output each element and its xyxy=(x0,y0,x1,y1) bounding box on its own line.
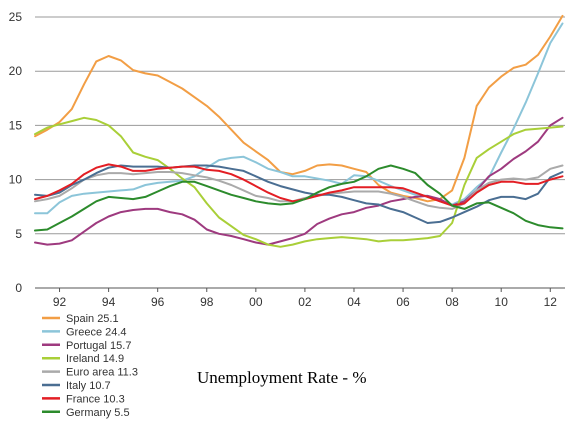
series-line xyxy=(34,164,564,232)
x-tick-label: 02 xyxy=(298,295,312,309)
y-tick-label: 0 xyxy=(15,281,22,295)
x-tick-label: 00 xyxy=(249,295,263,309)
legend-label: France 10.3 xyxy=(66,393,125,405)
y-tick-label: 5 xyxy=(15,227,22,241)
y-tick-label: 15 xyxy=(9,118,23,132)
legend-label: Euro area 11.3 xyxy=(66,367,138,379)
series-line xyxy=(34,14,564,203)
x-tick-label: 06 xyxy=(396,295,410,309)
series-line xyxy=(34,164,564,224)
legend-label: Spain 25.1 xyxy=(66,313,119,325)
x-tick-label: 92 xyxy=(53,295,67,309)
y-tick-label: 25 xyxy=(9,10,23,24)
legend-label: Greece 24.4 xyxy=(66,326,127,338)
x-tick-label: 04 xyxy=(347,295,361,309)
x-tick-label: 12 xyxy=(544,295,558,309)
series-line xyxy=(34,116,564,246)
x-tick-label: 10 xyxy=(495,295,509,309)
x-tick-label: 08 xyxy=(445,295,459,309)
series-line xyxy=(34,116,564,248)
y-tick-label: 20 xyxy=(9,64,23,78)
series-line xyxy=(34,22,564,215)
chart-caption: Unemployment Rate - % xyxy=(197,368,367,387)
legend-label: Italy 10.7 xyxy=(66,380,111,392)
series-line xyxy=(34,163,564,207)
y-tick-label: 10 xyxy=(9,173,23,187)
x-tick-label: 94 xyxy=(102,295,116,309)
legend-label: Germany 5.5 xyxy=(66,407,130,419)
x-tick-label: 98 xyxy=(200,295,214,309)
legend-label: Ireland 14.9 xyxy=(66,353,124,365)
legend-label: Portugal 15.7 xyxy=(66,340,131,352)
x-tick-label: 96 xyxy=(151,295,165,309)
